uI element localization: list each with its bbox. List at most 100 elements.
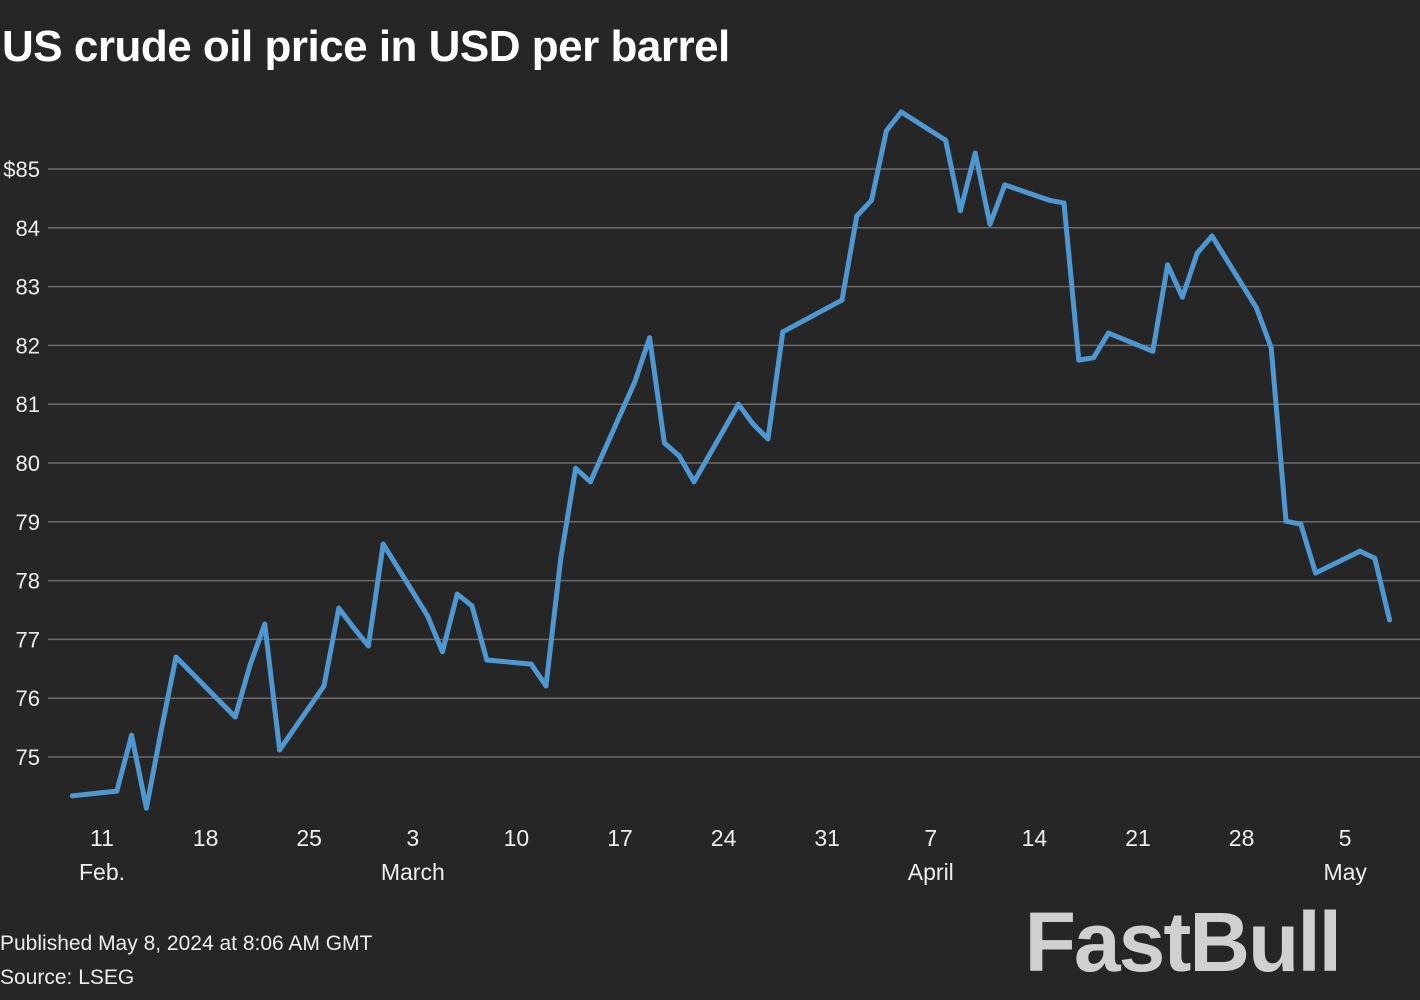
x-tick-label: 14	[1022, 825, 1048, 851]
x-axis-ticks: 11 Feb. 18 25 3 March 10 17 24 31 7 April 14 21 28 5 May	[79, 825, 1367, 885]
data-point	[321, 683, 327, 689]
data-point	[869, 197, 875, 203]
data-point	[854, 213, 860, 219]
x-tick-label: 3	[406, 825, 419, 851]
data-point	[1298, 521, 1304, 527]
data-point	[1150, 348, 1156, 354]
data-point	[661, 440, 667, 446]
data-point	[143, 805, 149, 811]
data-point	[365, 643, 371, 649]
data-point	[1313, 570, 1319, 576]
data-point	[1387, 617, 1393, 623]
data-point	[232, 714, 238, 720]
data-point	[351, 625, 357, 631]
y-tick-label: 81	[16, 392, 40, 417]
x-month-label: May	[1323, 859, 1367, 885]
data-point	[1209, 233, 1215, 239]
data-point	[1283, 518, 1289, 524]
y-tick-label: 76	[16, 686, 40, 711]
data-point	[1076, 357, 1082, 363]
data-point	[1061, 200, 1067, 206]
x-month-label: Feb.	[79, 859, 125, 885]
data-point	[972, 150, 978, 156]
data-point	[573, 465, 579, 471]
y-tick-label: 79	[16, 510, 40, 535]
x-tick-label: 11	[90, 825, 114, 851]
data-point	[425, 613, 431, 619]
source-note: Source: LSEG	[0, 966, 135, 989]
data-point	[1253, 305, 1259, 311]
series-group	[69, 109, 1393, 811]
y-tick-label: 75	[16, 745, 40, 770]
data-point	[780, 329, 786, 335]
data-point	[439, 649, 445, 655]
data-point	[277, 747, 283, 753]
chart-title: US crude oil price in USD per barrel	[2, 22, 730, 71]
x-tick-label: 24	[711, 825, 737, 851]
data-point	[1194, 250, 1200, 256]
data-point	[114, 788, 120, 794]
data-point	[262, 621, 268, 627]
data-point	[1268, 345, 1274, 351]
data-point	[1165, 262, 1171, 268]
data-point	[750, 421, 756, 427]
data-point	[1091, 355, 1097, 361]
data-point	[469, 603, 475, 609]
data-point	[898, 109, 904, 115]
data-point	[454, 591, 460, 597]
published-note: Published May 8, 2024 at 8:06 AM GMT	[0, 932, 373, 955]
fastbull-watermark-logo: FastBull	[1024, 895, 1342, 989]
data-point	[158, 728, 164, 734]
data-point	[987, 221, 993, 227]
y-tick-label: 83	[16, 275, 40, 300]
x-tick-label: 28	[1229, 825, 1255, 851]
x-tick-label: 21	[1125, 825, 1151, 851]
data-point	[336, 605, 342, 611]
data-point	[380, 541, 386, 547]
data-point	[558, 555, 564, 561]
data-point	[735, 401, 741, 407]
data-point	[1105, 330, 1111, 336]
y-tick-label: 82	[16, 333, 40, 358]
data-point	[1002, 182, 1008, 188]
data-point	[765, 436, 771, 442]
data-point	[943, 137, 949, 143]
price-line	[69, 109, 1393, 811]
data-point	[883, 128, 889, 134]
y-axis-ticks: 75 76 77 78 79 80 81 82 83 84 $85	[3, 157, 40, 770]
data-point	[676, 453, 682, 459]
x-tick-label: 31	[814, 825, 840, 851]
data-point	[484, 657, 490, 663]
data-point	[647, 335, 653, 341]
data-point	[1357, 548, 1363, 554]
y-tick-label: 77	[16, 627, 40, 652]
y-tick-label: 78	[16, 569, 40, 594]
y-tick-label: $85	[3, 157, 40, 182]
y-tick-label: 84	[16, 216, 40, 241]
gridlines	[48, 168, 1420, 758]
data-point	[528, 661, 534, 667]
data-point	[632, 379, 638, 385]
data-point	[957, 208, 963, 214]
data-point	[247, 662, 253, 668]
data-point	[587, 479, 593, 485]
data-point	[1372, 555, 1378, 561]
data-point	[173, 654, 179, 660]
data-point	[69, 793, 75, 799]
x-tick-label: 17	[607, 825, 633, 851]
y-tick-label: 80	[16, 451, 40, 476]
data-point	[129, 732, 135, 738]
data-point	[1179, 294, 1185, 300]
x-tick-label: 7	[924, 825, 937, 851]
data-point	[1046, 197, 1052, 203]
x-tick-label: 10	[504, 825, 530, 851]
x-month-label: March	[381, 859, 445, 885]
data-point	[839, 297, 845, 303]
x-tick-label: 25	[296, 825, 322, 851]
x-tick-label: 18	[193, 825, 219, 851]
data-point	[691, 479, 697, 485]
x-tick-label: 5	[1339, 825, 1352, 851]
data-point	[543, 683, 549, 689]
x-month-label: April	[908, 859, 954, 885]
